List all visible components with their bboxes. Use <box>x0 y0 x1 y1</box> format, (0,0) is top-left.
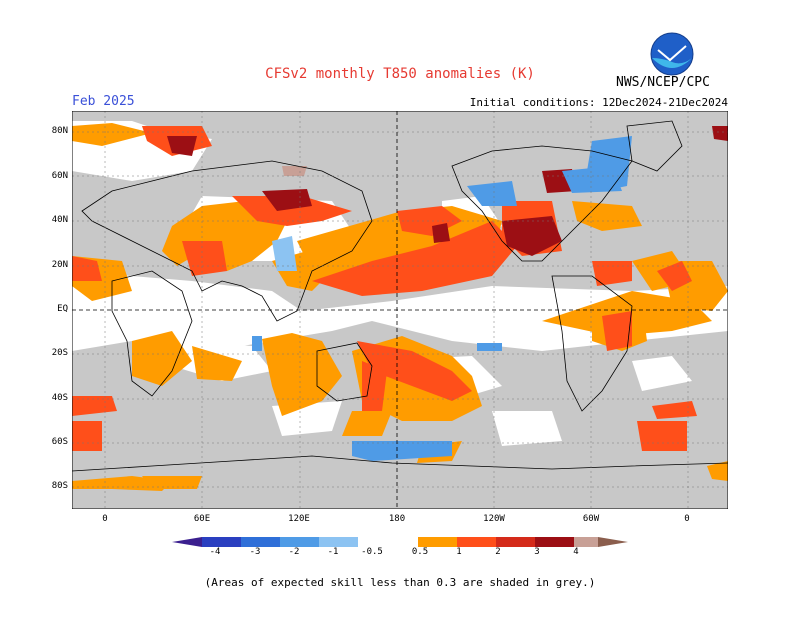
warm-anomaly-3-4 <box>282 166 307 176</box>
colorbar-label-1: 1 <box>456 547 462 557</box>
skill-footnote: (Areas of expected skill less than 0.3 a… <box>204 576 596 589</box>
reference-lines <box>72 111 728 509</box>
lon-label-180: 180 <box>388 514 406 524</box>
graticule <box>72 111 728 509</box>
lat-label-60n: 60N <box>51 171 68 181</box>
lon-label-0-left: 0 <box>102 514 108 524</box>
lat-label-40n: 40N <box>51 215 68 225</box>
lat-label-20s: 20S <box>51 348 68 358</box>
colorbar-label-neg0.5: -0.5 <box>361 547 383 557</box>
lat-label-40s: 40S <box>51 393 68 403</box>
map-title: CFSv2 monthly T850 anomalies (K) <box>265 66 535 82</box>
lon-label-120e: 120E <box>288 514 310 524</box>
lon-label-120w: 120W <box>483 514 505 524</box>
lon-label-60w: 60W <box>582 514 600 524</box>
colorbar-label-3: 3 <box>534 547 540 557</box>
colorbar-label-neg2: -2 <box>288 547 300 557</box>
initial-conditions: Initial conditions: 12Dec2024-21Dec2024 <box>469 96 728 109</box>
colorbar-label-0.5: 0.5 <box>411 547 429 557</box>
anomaly-map <box>72 111 728 509</box>
lon-label-0-right: 0 <box>684 514 690 524</box>
agency-label: NWS/NCEP/CPC <box>616 75 710 90</box>
colorbar-label-neg4: -4 <box>209 547 221 557</box>
colorbar <box>172 537 628 547</box>
colorbar-arrow-right <box>598 537 628 547</box>
cool-anomaly-regions <box>252 136 632 461</box>
lat-label-eq: EQ <box>57 304 68 314</box>
colorbar-label-2: 2 <box>495 547 501 557</box>
lat-label-60s: 60S <box>51 437 68 447</box>
colorbar-label-neg1: -1 <box>327 547 339 557</box>
colorbar-label-neg3: -3 <box>249 547 261 557</box>
forecast-month: Feb 2025 <box>72 94 135 109</box>
noaa-logo-icon <box>650 32 694 76</box>
lat-label-80s: 80S <box>51 481 68 491</box>
warm-anomaly-2-3 <box>167 126 728 256</box>
colorbar-label-4: 4 <box>573 547 579 557</box>
warm-anomaly-1-2 <box>72 126 697 451</box>
lat-label-20n: 20N <box>51 260 68 270</box>
coastlines <box>72 120 728 472</box>
lon-label-60e: 60E <box>193 514 211 524</box>
lat-label-80n: 80N <box>51 126 68 136</box>
colorbar-arrow-left <box>172 537 202 547</box>
